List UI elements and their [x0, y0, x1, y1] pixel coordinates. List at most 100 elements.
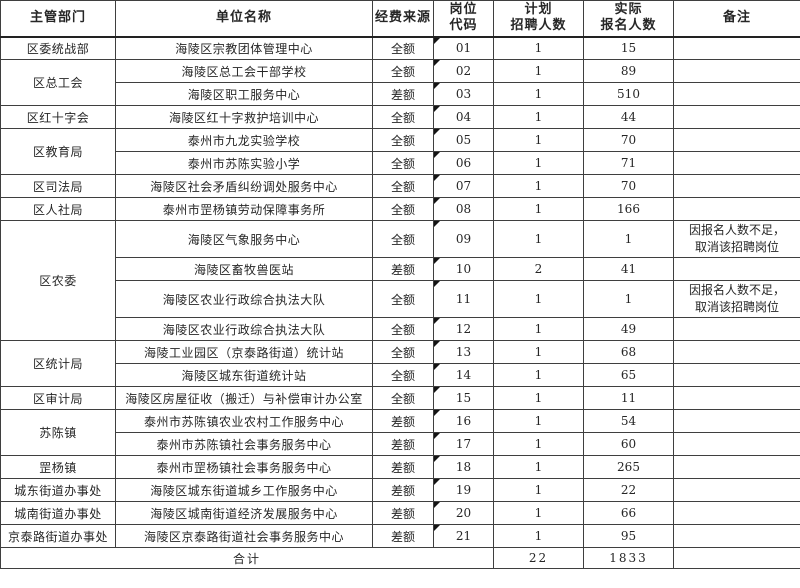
table-row: 区司法局 海陵区社会矛盾纠纷调处服务中心 全额 07 1 70	[0, 174, 800, 198]
code-text: 15	[455, 391, 472, 405]
comment-marker-icon	[434, 37, 440, 44]
comment-marker-icon	[434, 387, 440, 393]
applicants-cell: 70	[583, 128, 674, 152]
comment-marker-icon	[434, 502, 440, 508]
fund-cell: 全额	[372, 128, 434, 152]
code-cell: 13	[433, 340, 494, 364]
applicants-cell: 510	[583, 82, 674, 106]
unit-cell: 泰州市罡杨镇劳动保障事务所	[115, 197, 373, 221]
planned-cell: 1	[493, 151, 584, 175]
comment-marker-icon	[434, 433, 440, 439]
planned-cell: 1	[493, 280, 584, 318]
remark-cell	[673, 432, 800, 456]
remark-cell	[673, 36, 800, 60]
code-cell: 15	[433, 386, 494, 410]
remark-cell	[673, 478, 800, 502]
code-cell: 21	[433, 524, 494, 548]
fund-cell: 全额	[372, 317, 434, 341]
table-row: 海陵区农业行政综合执法大队 全额 12 1 49	[1, 317, 800, 341]
dept-cell: 区总工会	[0, 59, 116, 106]
remark-cell	[673, 386, 800, 410]
table-row: 区人社局 泰州市罡杨镇劳动保障事务所 全额 08 1 166	[0, 197, 800, 221]
remark-cell: 因报名人数不足， 取消该招聘岗位	[673, 220, 800, 258]
comment-marker-icon	[434, 410, 440, 416]
unit-cell: 海陵区城东街道城乡工作服务中心	[115, 478, 373, 502]
code-text: 11	[455, 292, 472, 306]
comment-marker-icon	[434, 525, 440, 531]
dept-cell: 京泰路街道办事处	[0, 524, 116, 548]
comment-marker-icon	[434, 152, 440, 158]
table-row: 海陵区职工服务中心 差额 03 1 510	[1, 82, 800, 106]
planned-cell: 1	[493, 363, 584, 387]
unit-cell: 海陵区畜牧兽医站	[115, 257, 373, 281]
table-row: 泰州市苏陈镇社会事务服务中心 差额 17 1 60	[1, 432, 800, 456]
table-row: 区教育局 泰州市九龙实验学校 全额 05 1 70	[0, 128, 800, 175]
header-row: 主管部门 单位名称 经费来源 岗位 代码 计划 招聘人数 实际 报名人数 备注	[0, 0, 800, 38]
planned-cell: 1	[493, 82, 584, 106]
code-text: 02	[455, 64, 472, 78]
dept-cell: 城东街道办事处	[0, 478, 116, 502]
unit-cell: 海陵区红十字救护培训中心	[115, 105, 373, 129]
remark-cell	[673, 174, 800, 198]
table-row: 城南街道办事处 海陵区城南街道经济发展服务中心 差额 20 1 66	[0, 501, 800, 525]
code-cell: 04	[433, 105, 494, 129]
unit-cell: 海陵区社会矛盾纠纷调处服务中心	[115, 174, 373, 198]
dept-cell: 城南街道办事处	[0, 501, 116, 525]
planned-cell: 1	[493, 524, 584, 548]
fund-cell: 全额	[372, 174, 434, 198]
applicants-cell: 66	[583, 501, 674, 525]
remark-cell	[673, 197, 800, 221]
planned-cell: 1	[493, 105, 584, 129]
table-row: 区审计局 海陵区房屋征收（搬迁）与补偿审计办公室 全额 15 1 11	[0, 386, 800, 410]
remark-cell	[673, 409, 800, 433]
dept-cell: 区红十字会	[0, 105, 116, 129]
table-row: 海陵区城东街道统计站 全额 14 1 65	[1, 363, 800, 387]
code-cell: 05	[433, 128, 494, 152]
comment-marker-icon	[434, 364, 440, 370]
fund-cell: 差额	[372, 501, 434, 525]
code-text: 13	[455, 345, 472, 359]
unit-cell: 海陵区京泰路街道社会事务服务中心	[115, 524, 373, 548]
total-label-cell: 合计	[0, 547, 494, 569]
dept-cell: 区农委	[0, 220, 116, 341]
table-row: 区统计局 海陵工业园区（京泰路街道）统计站 全额 13 1 68	[0, 340, 800, 387]
code-cell: 02	[433, 59, 494, 83]
table-row: 区委统战部 海陵区宗教团体管理中心 全额 01 1 15	[0, 36, 800, 60]
dept-cell: 区审计局	[0, 386, 116, 410]
fund-cell: 全额	[372, 386, 434, 410]
code-text: 20	[455, 506, 472, 520]
planned-cell: 1	[493, 455, 584, 479]
unit-cell: 海陵区房屋征收（搬迁）与补偿审计办公室	[115, 386, 373, 410]
dept-cell: 区统计局	[0, 340, 116, 387]
applicants-cell: 1	[583, 220, 674, 258]
table-row: 海陵区畜牧兽医站 差额 10 2 41	[1, 257, 800, 281]
code-text: 12	[455, 322, 472, 336]
unit-cell: 泰州市九龙实验学校	[115, 128, 373, 152]
unit-cell: 泰州市苏陈镇农业农村工作服务中心	[115, 409, 373, 433]
code-cell: 08	[433, 197, 494, 221]
planned-cell: 1	[493, 317, 584, 341]
applicants-cell: 166	[583, 197, 674, 221]
fund-cell: 差额	[372, 432, 434, 456]
fund-cell: 差额	[372, 409, 434, 433]
applicants-cell: 22	[583, 478, 674, 502]
fund-cell: 全额	[372, 220, 434, 258]
applicants-cell: 1	[583, 280, 674, 318]
fund-cell: 差额	[372, 82, 434, 106]
code-cell: 11	[433, 280, 494, 318]
remark-cell	[673, 82, 800, 106]
unit-cell: 泰州市苏陈镇社会事务服务中心	[115, 432, 373, 456]
applicants-cell: 54	[583, 409, 674, 433]
code-cell: 10	[433, 257, 494, 281]
fund-cell: 全额	[372, 36, 434, 60]
table-row: 城东街道办事处 海陵区城东街道城乡工作服务中心 差额 19 1 22	[0, 478, 800, 502]
code-text: 01	[455, 41, 472, 56]
code-cell: 06	[433, 151, 494, 175]
applicants-cell: 265	[583, 455, 674, 479]
applicants-cell: 44	[583, 105, 674, 129]
col-header-department: 主管部门	[0, 0, 116, 38]
remark-cell	[673, 363, 800, 387]
table-row: 泰州市苏陈实验小学 全额 06 1 71	[1, 151, 800, 175]
code-cell: 09	[433, 220, 494, 258]
fund-cell: 全额	[372, 197, 434, 221]
